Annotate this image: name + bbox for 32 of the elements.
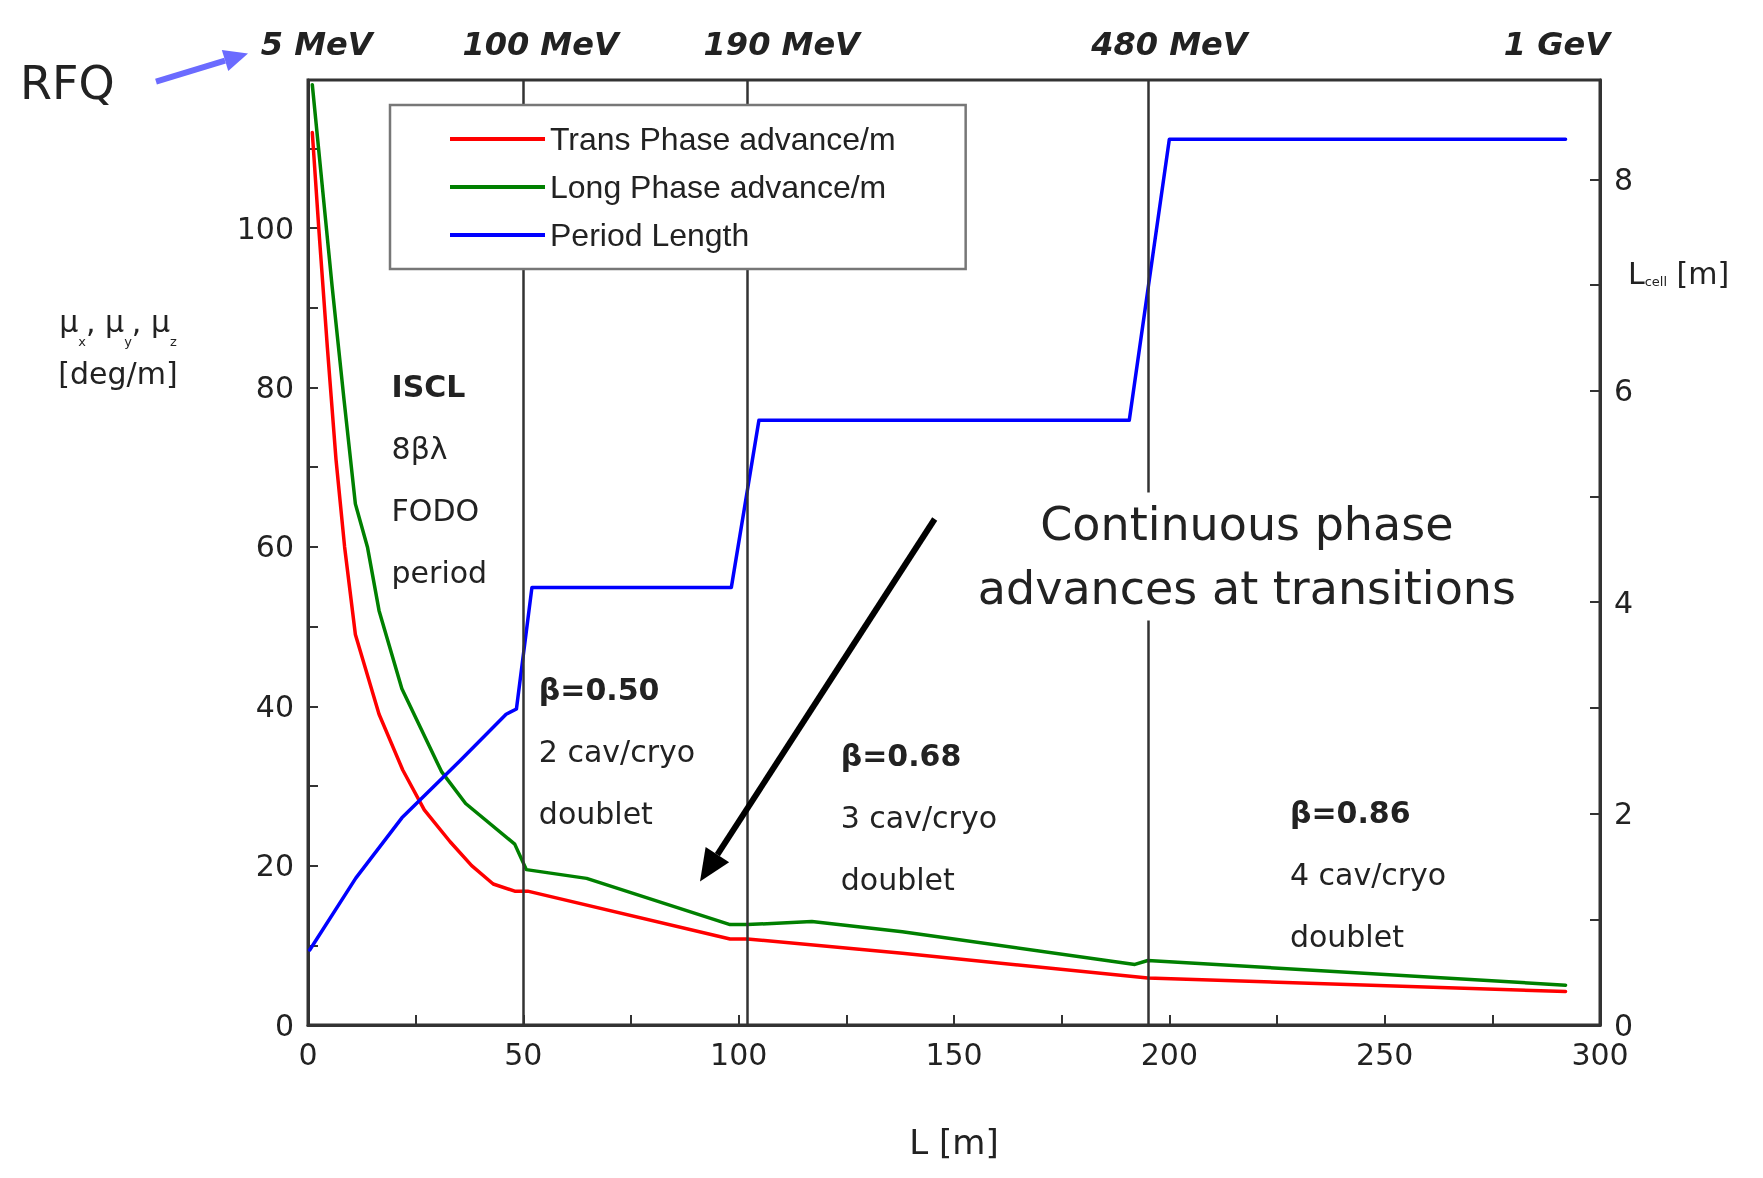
text: 1 GeV	[1503, 25, 1613, 63]
annotation: ISCL 8βλ FODO period	[391, 369, 488, 591]
x-tick-label: 0	[298, 1036, 318, 1072]
y-tick-label: 60	[255, 529, 294, 565]
y-tick-label: 100	[236, 210, 294, 246]
y-tick-label: 20	[255, 848, 294, 884]
text: 480 MeV	[1090, 25, 1250, 63]
legend-label: Long Phase advance/m	[550, 169, 887, 205]
legend-label: Trans Phase advance/m	[550, 121, 896, 157]
text: 100 MeV	[462, 25, 621, 63]
x-tick-label: 250	[1356, 1036, 1414, 1072]
annotation: β=0.86 4 cav/cryo doublet	[1289, 794, 1447, 954]
x-tick-label: 100	[710, 1036, 768, 1072]
x-axis-title: L [m]	[909, 1122, 999, 1162]
y2-tick-label: 4	[1614, 584, 1634, 620]
annotation: β=0.50 2 cav/cryo doublet	[538, 671, 696, 831]
annotation: Continuous phase advances at transitions	[977, 497, 1516, 616]
text: RFQ	[20, 56, 115, 110]
x-tick-label: 200	[1140, 1036, 1198, 1072]
x-tick-label: 150	[925, 1036, 983, 1072]
x-tick-label: 50	[504, 1036, 543, 1072]
y2-tick-label: 6	[1614, 373, 1634, 409]
legend-label: Period Length	[550, 217, 750, 253]
y2-tick-label: 8	[1614, 161, 1634, 197]
y-tick-label: 80	[255, 370, 294, 406]
y-tick-label: 40	[255, 688, 294, 724]
text: 5 MeV	[260, 25, 375, 63]
y2-axis-title: Lcell [m]	[1628, 255, 1730, 291]
y2-tick-label: 2	[1614, 796, 1634, 832]
text: 190 MeV	[703, 25, 863, 63]
annotation: β=0.68 3 cav/cryo doublet	[840, 738, 998, 898]
y-tick-label: 0	[274, 1007, 294, 1043]
